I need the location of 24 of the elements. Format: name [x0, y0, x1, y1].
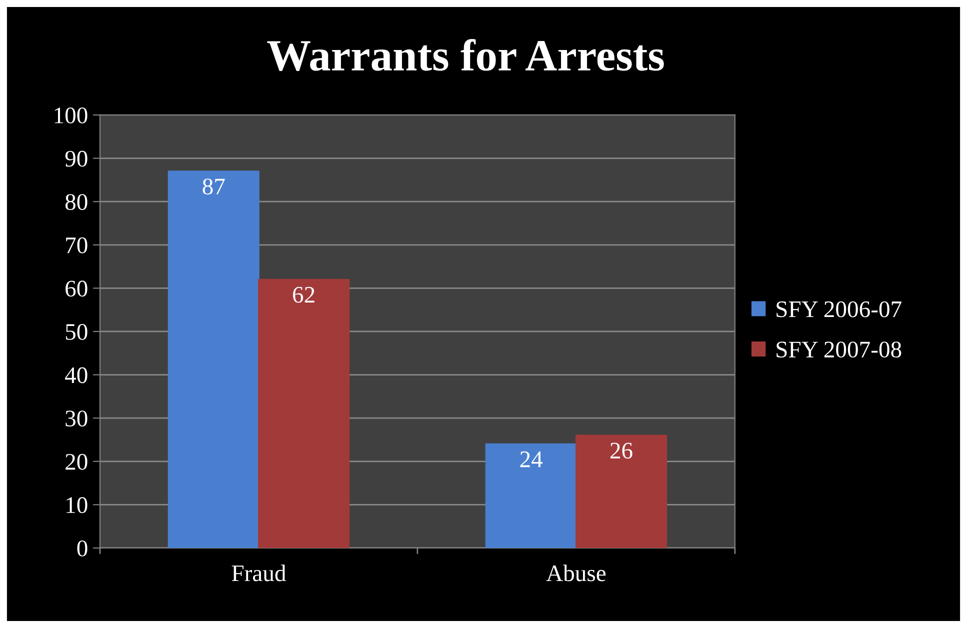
- y-tick-label: 30: [66, 410, 88, 427]
- chart-title: Warrants for Arrests: [267, 39, 664, 72]
- data-label: 26: [610, 442, 632, 459]
- legend-label: SFY 2007-08: [776, 342, 902, 358]
- y-tick-label: 0: [77, 540, 88, 556]
- bar: [258, 278, 350, 548]
- y-tick-label: 80: [65, 194, 88, 210]
- data-label: 24: [520, 451, 543, 468]
- y-tick-label: 60: [66, 280, 88, 297]
- y-tick-label: 20: [66, 454, 88, 470]
- y-tick-label: 10: [66, 497, 88, 514]
- x-tick-label: Abuse: [546, 564, 606, 582]
- data-label: 62: [293, 286, 314, 303]
- y-tick-label: 40: [65, 367, 88, 384]
- x-tick-label: Fraud: [232, 564, 286, 582]
- y-tick-label: 90: [65, 150, 88, 167]
- legend-label: SFY 2006-07: [776, 301, 902, 318]
- bar: [168, 170, 260, 548]
- data-label: 87: [202, 178, 225, 195]
- y-tick-label: 100: [54, 107, 88, 124]
- bar: [575, 434, 668, 548]
- y-tick-label: 50: [66, 324, 88, 340]
- y-tick-label: 70: [66, 237, 88, 254]
- bar: [485, 443, 577, 548]
